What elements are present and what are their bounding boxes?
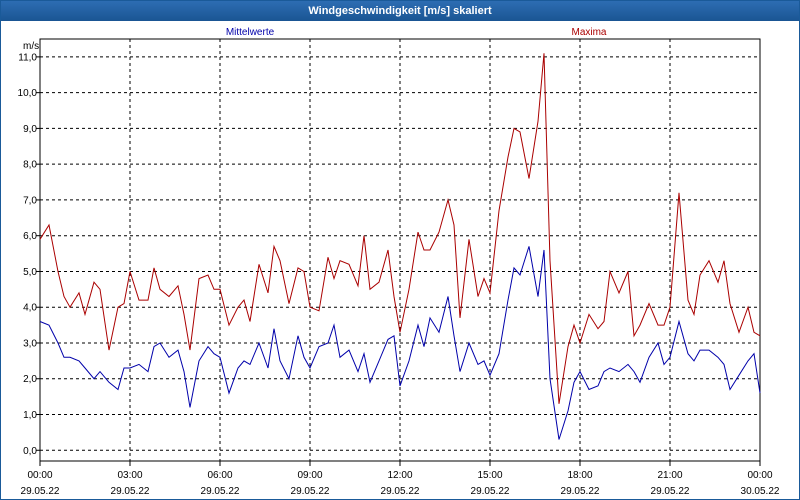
y-tick-label: 4,0 [23,303,37,314]
x-tick-label-date: 29.05.22 [471,486,510,497]
y-tick-label: 7,0 [23,195,37,206]
y-tick-label: 9,0 [23,124,37,135]
x-tick-label-time: 12:00 [387,470,412,481]
legend-maxima: Maxima [571,27,606,38]
x-tick-label-time: 18:00 [567,470,592,481]
y-tick-label: 11,0 [18,52,37,63]
y-tick-label: 6,0 [23,231,37,242]
x-tick-label-date: 30.05.22 [741,486,780,497]
x-tick-label-time: 00:00 [27,470,52,481]
x-tick-label-date: 29.05.22 [21,486,60,497]
legend-mittelwerte: Mittelwerte [226,27,275,38]
x-tick-label-time: 21:00 [657,470,682,481]
x-tick-label-date: 29.05.22 [111,486,150,497]
x-tick-label-time: 09:00 [297,470,322,481]
series-line-mittelwerte [39,246,761,440]
x-tick-label-date: 29.05.22 [381,486,420,497]
y-tick-label: 8,0 [23,160,37,171]
series-line-maxima [39,53,761,404]
x-tick-label-date: 29.05.22 [201,486,240,497]
x-tick-label-time: 06:00 [207,470,232,481]
x-tick-label-date: 29.05.22 [561,486,600,497]
y-tick-label: 1,0 [23,410,37,421]
y-tick-label: 2,0 [23,374,37,385]
x-tick-label-date: 29.05.22 [291,486,330,497]
y-tick-label: 10,0 [18,88,38,99]
y-tick-label: 5,0 [23,267,37,278]
x-tick-label-date: 29.05.22 [651,486,690,497]
x-tick-label-time: 00:00 [747,470,772,481]
window-title: Windgeschwindigkeit [m/s] skaliert [1,1,799,21]
x-tick-label-time: 03:00 [117,470,142,481]
y-axis-label: m/s [23,41,39,52]
y-tick-label: 3,0 [23,338,37,349]
y-tick-label: 0,0 [23,446,37,457]
x-tick-label-time: 15:00 [477,470,502,481]
